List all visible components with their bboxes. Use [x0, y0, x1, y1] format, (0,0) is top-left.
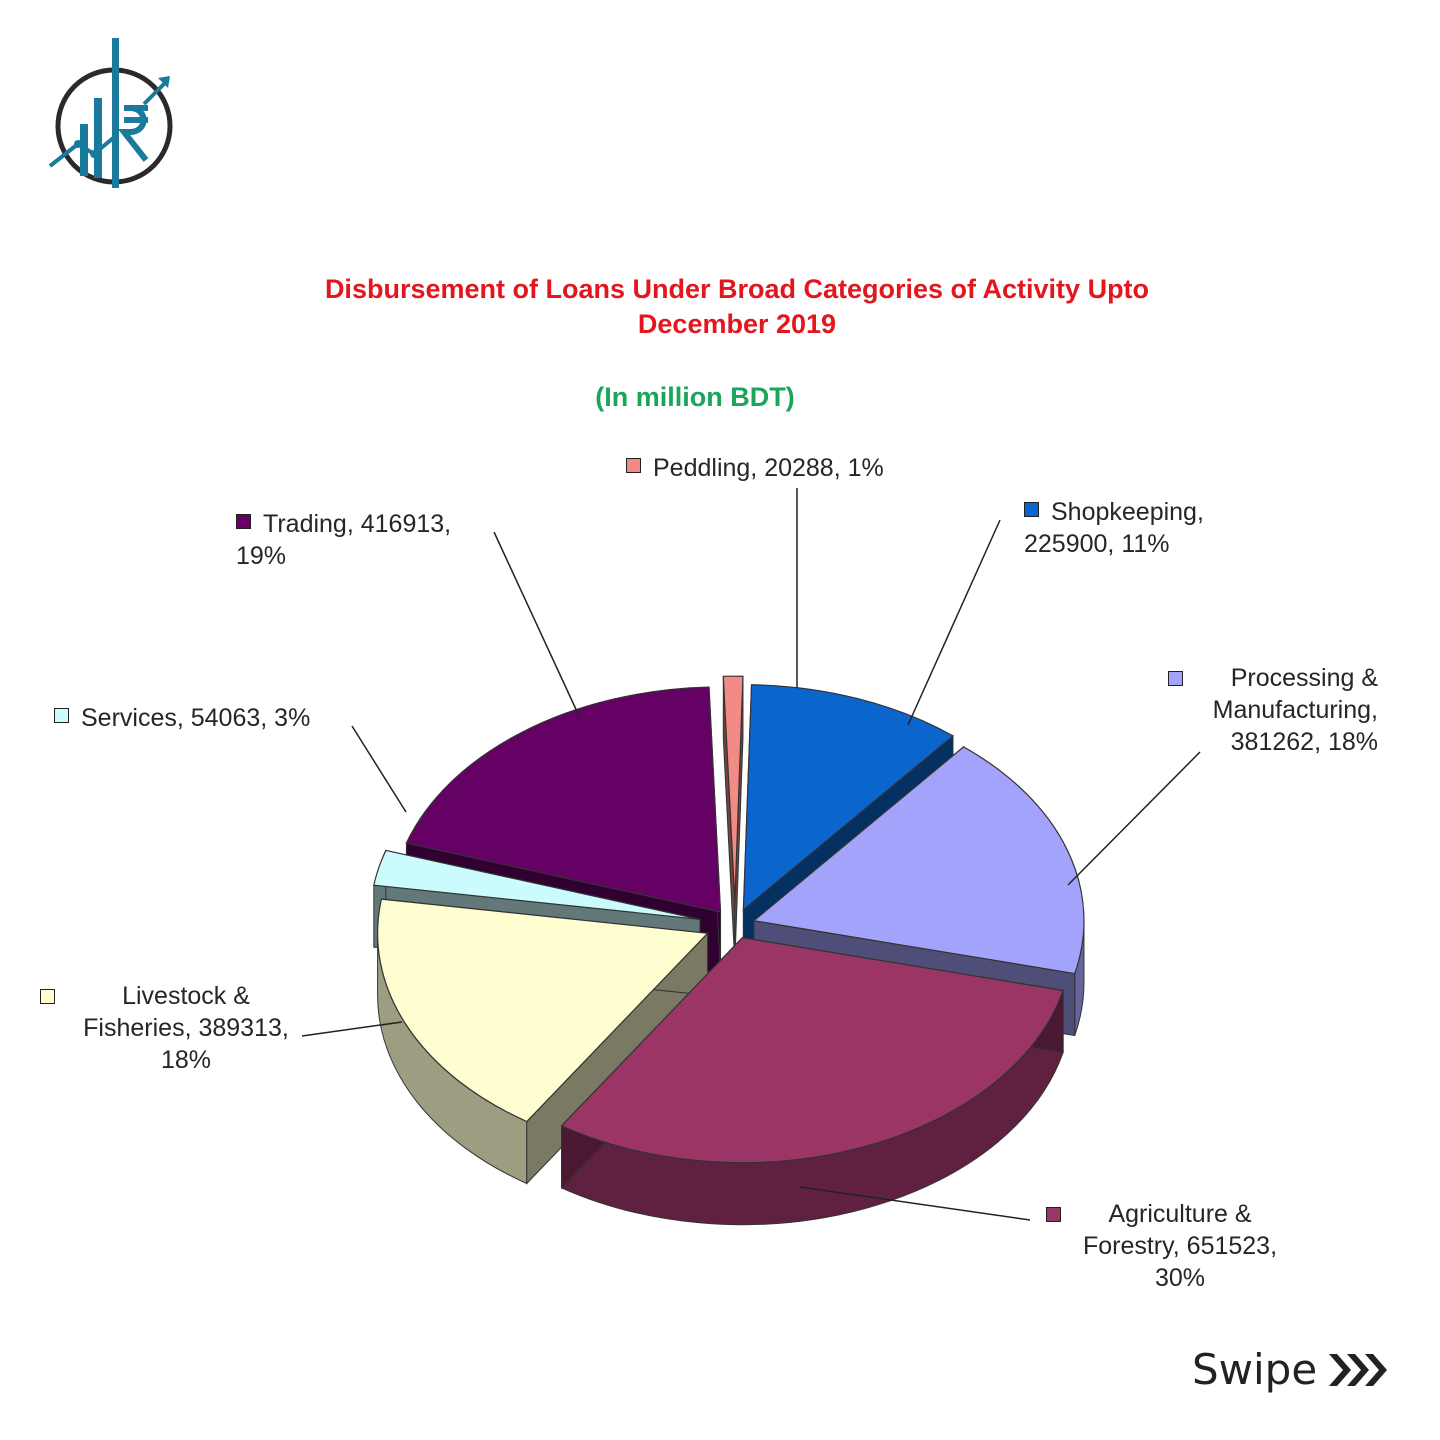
pie-slice-agriculture-forestry [560, 936, 1064, 1226]
data-label-processing-manufacturing-text: Processing & [1230, 664, 1378, 692]
data-label-trading: Trading, 416913, 19% [236, 508, 482, 572]
data-label-trading-line: Trading, 416913, [236, 508, 482, 540]
data-label-agriculture-forestry-line: 30% [1050, 1262, 1310, 1294]
data-label-shopkeeping-line: 225900, 11% [1024, 528, 1204, 560]
data-label-peddling-text: Peddling, 20288, 1% [653, 454, 884, 482]
data-label-trading-line: 19% [236, 540, 482, 572]
data-label-shopkeeping-line: Shopkeeping, [1024, 496, 1204, 528]
data-label-shopkeeping-text: 225900, 11% [1024, 530, 1170, 558]
data-label-processing-manufacturing: Processing & Manufacturing, 381262, 18% [1168, 662, 1378, 758]
leader-line-services [351, 725, 407, 813]
data-label-livestock-fisheries-line: Fisheries, 389313, [44, 1012, 328, 1044]
leader-line-trading [493, 531, 581, 719]
data-label-processing-manufacturing-text: 381262, 18% [1230, 728, 1378, 756]
data-label-livestock-fisheries-text: Livestock & [122, 982, 250, 1010]
data-label-trading-text: 19% [236, 542, 287, 570]
data-label-processing-manufacturing-line: Processing & [1168, 662, 1378, 694]
data-label-livestock-fisheries-line: Livestock & [40, 980, 328, 1012]
data-label-peddling-line: Peddling, 20288, 1% [626, 452, 884, 484]
leader-lines [301, 488, 1201, 1221]
data-label-agriculture-forestry-line: Agriculture & [1046, 1198, 1310, 1230]
data-label-agriculture-forestry: Agriculture & Forestry, 651523, 30% [1046, 1198, 1310, 1294]
chart-subtitle: (In million BDT) [595, 382, 795, 412]
legend-swatch-shopkeeping [1024, 502, 1039, 517]
data-label-agriculture-forestry-text: 30% [1154, 1264, 1206, 1292]
data-label-agriculture-forestry-line: Forestry, 651523, [1050, 1230, 1310, 1262]
chart-title: Disbursement of Loans Under Broad Catego… [200, 272, 1274, 342]
leader-line-processing-manufacturing [1067, 751, 1201, 886]
triple-chevron-right-icon [1329, 1353, 1388, 1386]
data-label-shopkeeping-text: Shopkeeping, [1051, 498, 1204, 526]
data-label-services-text: Services, 54063, 3% [81, 704, 311, 732]
data-label-processing-manufacturing-text: Manufacturing, [1212, 696, 1378, 724]
chart-title-line-1: Disbursement of Loans Under Broad Catego… [324, 274, 1150, 304]
pie-slice-peddling [722, 675, 744, 964]
data-label-services-line: Services, 54063, 3% [54, 702, 310, 734]
legend-swatch-agriculture-forestry [1046, 1207, 1061, 1222]
legend-swatch-services [54, 708, 69, 723]
leader-line-agriculture-forestry [799, 1186, 1031, 1221]
data-label-trading-text: Trading, 416913, [263, 510, 452, 538]
legend-swatch-trading [236, 514, 251, 529]
swipe-label: Swipe [1192, 1345, 1318, 1394]
data-label-livestock-fisheries-text: 18% [160, 1046, 212, 1074]
leader-line-shopkeeping [907, 519, 1001, 726]
swipe-button[interactable]: Swipe [1192, 1345, 1391, 1394]
legend-swatch-livestock-fisheries [40, 989, 55, 1004]
data-label-agriculture-forestry-text: Forestry, 651523, [1082, 1232, 1278, 1260]
data-label-services: Services, 54063, 3% [54, 702, 310, 734]
chart-title-line-2: December 2019 [637, 309, 837, 339]
data-label-processing-manufacturing-line: Manufacturing, [1172, 694, 1378, 726]
legend-swatch-peddling [626, 458, 641, 473]
data-label-livestock-fisheries-line: 18% [44, 1044, 328, 1076]
pie-slices [373, 675, 1085, 1226]
data-label-peddling: Peddling, 20288, 1% [626, 452, 884, 484]
data-label-shopkeeping: Shopkeeping, 225900, 11% [1024, 496, 1204, 560]
data-label-livestock-fisheries-text: Fisheries, 389313, [83, 1014, 289, 1042]
brand-logo-icon [48, 38, 173, 188]
data-label-livestock-fisheries: Livestock & Fisheries, 389313, 18% [40, 980, 328, 1076]
legend-swatch-processing-manufacturing [1168, 671, 1183, 686]
leader-line-livestock-fisheries [301, 1021, 403, 1037]
data-label-agriculture-forestry-text: Agriculture & [1108, 1200, 1252, 1228]
data-label-processing-manufacturing-line: 381262, 18% [1172, 726, 1378, 758]
